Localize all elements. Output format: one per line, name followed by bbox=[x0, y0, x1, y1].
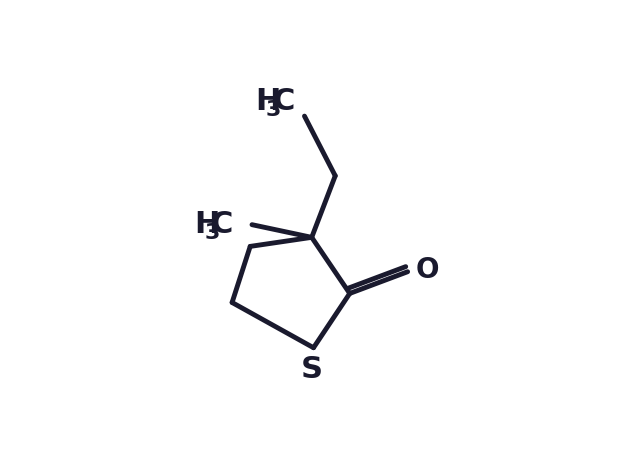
Text: S: S bbox=[301, 355, 323, 384]
Text: O: O bbox=[416, 256, 439, 284]
Text: H: H bbox=[255, 87, 281, 116]
Text: C: C bbox=[272, 87, 294, 116]
Text: H: H bbox=[194, 210, 220, 239]
Text: 3: 3 bbox=[266, 100, 281, 119]
Text: 3: 3 bbox=[204, 223, 220, 243]
Text: C: C bbox=[211, 210, 233, 239]
